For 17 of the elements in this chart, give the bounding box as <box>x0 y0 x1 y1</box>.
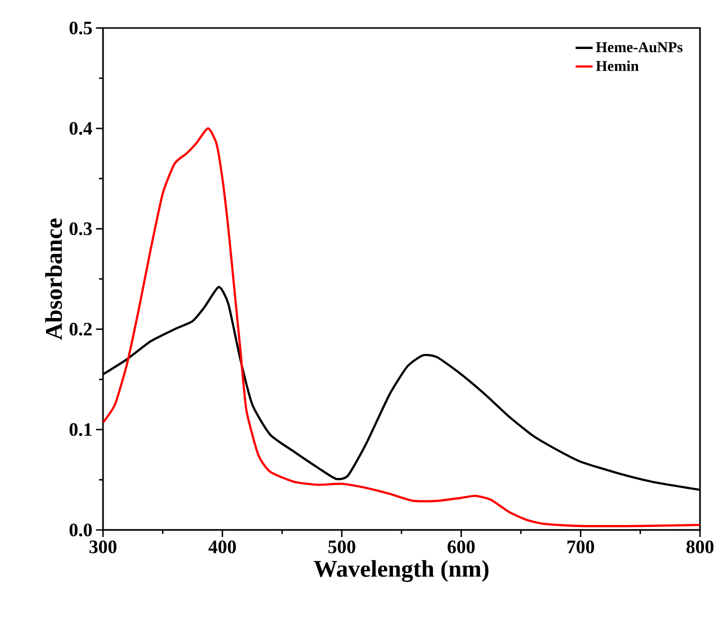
y-axis-title: Absorbance <box>45 218 62 340</box>
y-tick-label: 0.3 <box>70 222 92 236</box>
x-tick-label: 500 <box>328 540 356 554</box>
x-tick-label: 300 <box>90 540 116 554</box>
x-tick-label: 700 <box>567 540 594 554</box>
y-tick-label: 0.4 <box>70 122 92 135</box>
x-tick-label: 800 <box>686 540 714 554</box>
y-tick-label: 0.5 <box>70 22 92 34</box>
x-axis-title: Wavelength (nm) <box>314 560 488 582</box>
y-tick-label: 0.0 <box>70 524 92 536</box>
y-tick-label: 0.2 <box>70 322 92 336</box>
x-tick-label: 400 <box>208 540 236 554</box>
y-tick-label: 0.1 <box>70 423 92 436</box>
line-series <box>103 127 700 528</box>
legend-label: Hemin <box>596 60 639 72</box>
legend-label: Heme-AuNPs <box>596 42 683 52</box>
x-tick-label: 600 <box>448 540 475 554</box>
